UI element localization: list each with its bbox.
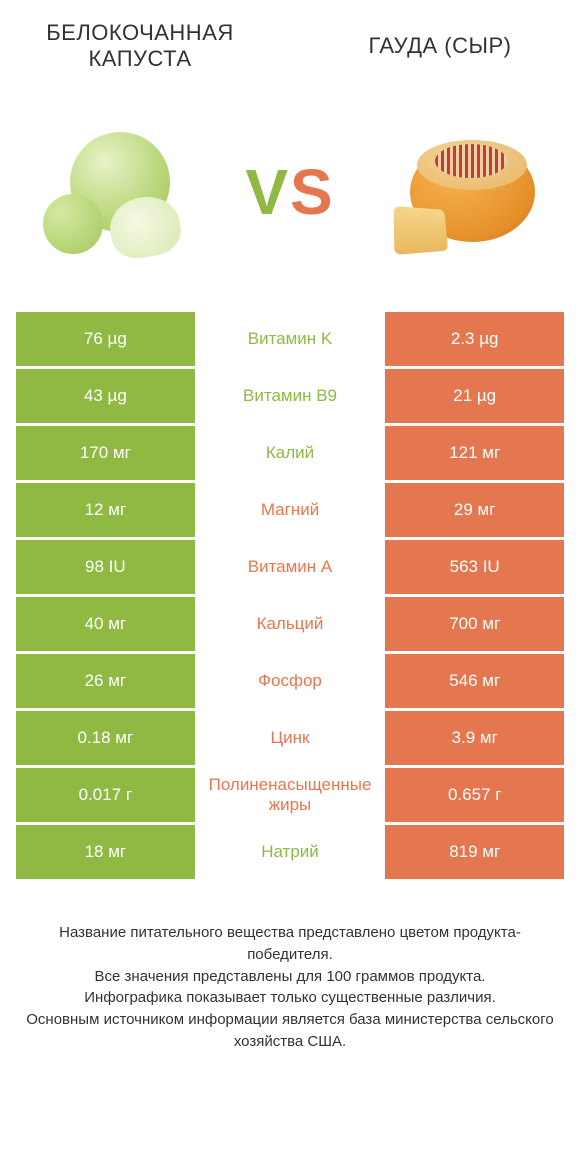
footer-notes: Название питательного вещества представл… <box>0 882 580 1073</box>
left-product-title: БЕЛОКОЧАННАЯ КАПУСТА <box>30 20 250 72</box>
table-row: 170 мгКалий121 мг <box>16 426 564 480</box>
left-value: 40 мг <box>16 597 195 651</box>
left-value: 26 мг <box>16 654 195 708</box>
nutrient-name: Натрий <box>195 825 386 879</box>
footer-line: Название питательного вещества представл… <box>20 922 560 966</box>
left-value: 43 µg <box>16 369 195 423</box>
vs-label: VS <box>245 155 334 229</box>
table-row: 43 µgВитамин B921 µg <box>16 369 564 423</box>
images-row: VS <box>0 82 580 312</box>
right-value: 700 мг <box>385 597 564 651</box>
table-row: 26 мгФосфор546 мг <box>16 654 564 708</box>
nutrient-name: Витамин A <box>195 540 386 594</box>
nutrient-name: Витамин B9 <box>195 369 386 423</box>
footer-line: Все значения представлены для 100 граммо… <box>20 966 560 988</box>
table-row: 0.017 гПолиненасыщенные жиры0.657 г <box>16 768 564 822</box>
header: БЕЛОКОЧАННАЯ КАПУСТА ГАУДА (СЫР) <box>0 0 580 82</box>
left-value: 98 IU <box>16 540 195 594</box>
right-value: 563 IU <box>385 540 564 594</box>
nutrient-name: Магний <box>195 483 386 537</box>
cheese-image <box>390 112 550 272</box>
left-value: 18 мг <box>16 825 195 879</box>
table-row: 40 мгКальций700 мг <box>16 597 564 651</box>
right-value: 546 мг <box>385 654 564 708</box>
left-value: 76 µg <box>16 312 195 366</box>
table-row: 98 IUВитамин A563 IU <box>16 540 564 594</box>
left-value: 0.18 мг <box>16 711 195 765</box>
right-value: 819 мг <box>385 825 564 879</box>
nutrient-name: Кальций <box>195 597 386 651</box>
nutrient-table: 76 µgВитамин K2.3 µg43 µgВитамин B921 µg… <box>0 312 580 879</box>
right-value: 2.3 µg <box>385 312 564 366</box>
vs-v: V <box>245 156 290 228</box>
nutrient-name: Полиненасыщенные жиры <box>195 768 386 822</box>
right-value: 121 мг <box>385 426 564 480</box>
table-row: 76 µgВитамин K2.3 µg <box>16 312 564 366</box>
vs-s: S <box>290 156 335 228</box>
right-product-title: ГАУДА (СЫР) <box>330 33 550 59</box>
footer-line: Основным источником информации является … <box>20 1009 560 1053</box>
nutrient-name: Витамин K <box>195 312 386 366</box>
nutrient-name: Калий <box>195 426 386 480</box>
right-value: 0.657 г <box>385 768 564 822</box>
right-value: 21 µg <box>385 369 564 423</box>
left-value: 170 мг <box>16 426 195 480</box>
table-row: 18 мгНатрий819 мг <box>16 825 564 879</box>
right-value: 29 мг <box>385 483 564 537</box>
table-row: 12 мгМагний29 мг <box>16 483 564 537</box>
table-row: 0.18 мгЦинк3.9 мг <box>16 711 564 765</box>
left-value: 0.017 г <box>16 768 195 822</box>
nutrient-name: Цинк <box>195 711 386 765</box>
footer-line: Инфографика показывает только существенн… <box>20 987 560 1009</box>
nutrient-name: Фосфор <box>195 654 386 708</box>
left-value: 12 мг <box>16 483 195 537</box>
cabbage-image <box>30 112 190 272</box>
right-value: 3.9 мг <box>385 711 564 765</box>
